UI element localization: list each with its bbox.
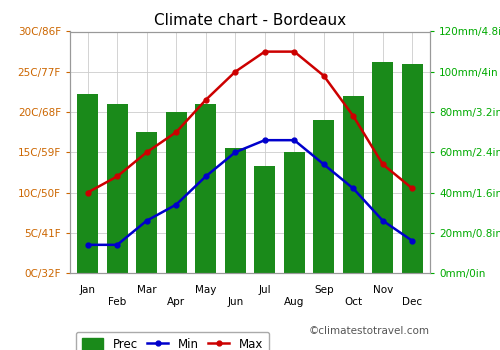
- Bar: [343, 96, 363, 273]
- Text: Sep: Sep: [314, 285, 334, 295]
- Text: Nov: Nov: [372, 285, 393, 295]
- Bar: [166, 112, 186, 273]
- Bar: [136, 132, 157, 273]
- Bar: [254, 166, 275, 273]
- Text: Feb: Feb: [108, 297, 126, 307]
- Text: Jun: Jun: [227, 297, 244, 307]
- Text: Dec: Dec: [402, 297, 422, 307]
- Text: Oct: Oct: [344, 297, 362, 307]
- Bar: [372, 62, 393, 273]
- Text: Apr: Apr: [167, 297, 186, 307]
- Title: Climate chart - Bordeaux: Climate chart - Bordeaux: [154, 13, 346, 28]
- Text: ©climatestotravel.com: ©climatestotravel.com: [309, 326, 430, 336]
- Text: Aug: Aug: [284, 297, 304, 307]
- Bar: [196, 104, 216, 273]
- Bar: [107, 104, 128, 273]
- Text: May: May: [195, 285, 216, 295]
- Text: Jan: Jan: [80, 285, 96, 295]
- Bar: [402, 64, 422, 273]
- Bar: [225, 148, 246, 273]
- Bar: [78, 94, 98, 273]
- Bar: [314, 120, 334, 273]
- Text: Mar: Mar: [137, 285, 156, 295]
- Legend: Prec, Min, Max: Prec, Min, Max: [76, 332, 269, 350]
- Text: Jul: Jul: [258, 285, 271, 295]
- Bar: [284, 152, 304, 273]
